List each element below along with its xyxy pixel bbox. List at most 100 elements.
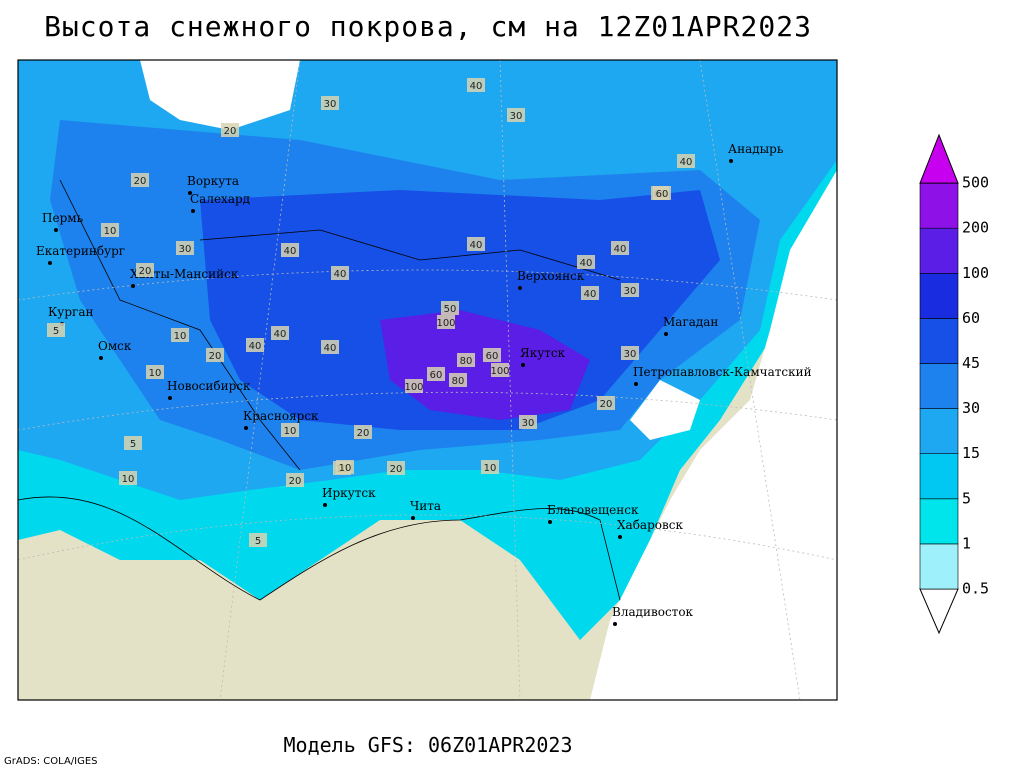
contour-label-bg [171, 328, 189, 342]
city-dot [521, 363, 525, 367]
colorbar-label: 5 [962, 489, 971, 507]
city-label: Екатеринбург [36, 244, 125, 258]
city-dot [634, 382, 638, 386]
contour-label-bg [405, 379, 423, 393]
contour-label: 60 [486, 351, 499, 362]
contour-label: 30 [179, 244, 192, 255]
colorbar-label: 100 [962, 264, 989, 282]
contour-label: 60 [656, 189, 669, 200]
contour-label-bg [101, 223, 119, 237]
contour-label: 20 [224, 126, 237, 137]
contour-label-bg [281, 423, 299, 437]
city-dot [548, 520, 552, 524]
colorbar-box [919, 182, 959, 229]
contour-label-bg [124, 436, 142, 450]
contour-label: 40 [584, 289, 597, 300]
colorbar-box [919, 543, 959, 590]
colorbar-box [919, 272, 959, 319]
contour-label: 40 [324, 343, 337, 354]
colorbar-label: 30 [962, 399, 980, 417]
contour-label-bg [321, 96, 339, 110]
city-label: Чита [410, 499, 441, 513]
contour-label: 20 [390, 464, 403, 475]
contour-label-bg [449, 373, 467, 387]
colorbar-box [919, 363, 959, 409]
city-dot [191, 209, 195, 213]
contour-label-bg [481, 460, 499, 474]
contour-label: 30 [522, 418, 535, 429]
map-frame [17, 59, 838, 701]
colorbar-box [919, 498, 959, 545]
city-label: Ханты-Мансийск [130, 267, 239, 281]
city-label: Омск [98, 339, 132, 353]
city-dot [618, 535, 622, 539]
contour-label: 10 [174, 331, 187, 342]
city-label: Якутск [520, 346, 566, 360]
contour-label-bg [467, 237, 485, 251]
city-label: Курган [48, 305, 93, 319]
contour-label-bg [281, 243, 299, 257]
contour-label-bg [331, 266, 349, 280]
colorbar-label: 60 [962, 309, 980, 327]
contour-label: 40 [334, 269, 347, 280]
colorbar-label: 0.5 [962, 580, 989, 598]
contour-label-bg [131, 173, 149, 187]
contour-label-bg [483, 348, 501, 362]
contour-label-bg [427, 367, 445, 381]
colorbar-label: 200 [962, 219, 989, 237]
contour-label: 20 [600, 399, 613, 410]
contour-label: 20 [139, 266, 152, 277]
contour-label-bg [621, 346, 639, 360]
contour-label-bg [457, 353, 475, 367]
contour-label: 80 [452, 376, 465, 387]
city-dot [323, 503, 327, 507]
city-dot [613, 622, 617, 626]
contour-label: 40 [680, 157, 693, 168]
city-label: Хабаровск [617, 518, 683, 532]
contour-label-bg [336, 460, 354, 474]
colorbar-box [919, 318, 959, 364]
city-dot [411, 516, 415, 520]
contour-label: 10 [149, 368, 162, 379]
city-dot [168, 396, 172, 400]
city-dot [664, 332, 668, 336]
contour-label: 5 [130, 439, 136, 450]
contour-label: 40 [274, 329, 287, 340]
city-label: Благовещенск [547, 503, 639, 517]
contour-label: 40 [614, 244, 627, 255]
contour-label-bg [677, 154, 695, 168]
contour-label-bg [491, 363, 509, 377]
contour-label: 40 [580, 258, 593, 269]
contour-label: 80 [460, 356, 473, 367]
city-label: Магадан [663, 315, 718, 329]
contour-label-bg [519, 415, 537, 429]
city-label: Пермь [42, 211, 84, 225]
contour-label: 30 [624, 349, 637, 360]
city-label: Верхоянск [517, 269, 585, 283]
colorbar-label: 1 [962, 534, 971, 552]
contour-label-bg [136, 263, 154, 277]
contour-label-bg [271, 326, 289, 340]
contour-label-bg [621, 283, 639, 297]
city-label: Анадырь [728, 142, 784, 156]
city-dot [729, 159, 733, 163]
contour-label-bg [119, 471, 137, 485]
contour-label: 60 [430, 370, 443, 381]
title: Высота снежного покрова, см на 12Z01APR2… [44, 10, 812, 43]
colorbar-label: 500 [962, 174, 989, 192]
contour-label-bg [221, 123, 239, 137]
city-label: Воркута [187, 174, 239, 188]
contour-label: 30 [624, 286, 637, 297]
contour-label: 30 [510, 111, 523, 122]
contour-label-bg [437, 315, 455, 329]
borders [18, 179, 621, 601]
contour-label: 10 [284, 426, 297, 437]
colorbar-box [919, 453, 959, 500]
contour-label-bg [249, 533, 267, 547]
contour-label: 40 [470, 240, 483, 251]
city-label: Владивосток [612, 605, 694, 619]
ocean [590, 170, 837, 700]
contour-label: 5 [53, 326, 59, 337]
